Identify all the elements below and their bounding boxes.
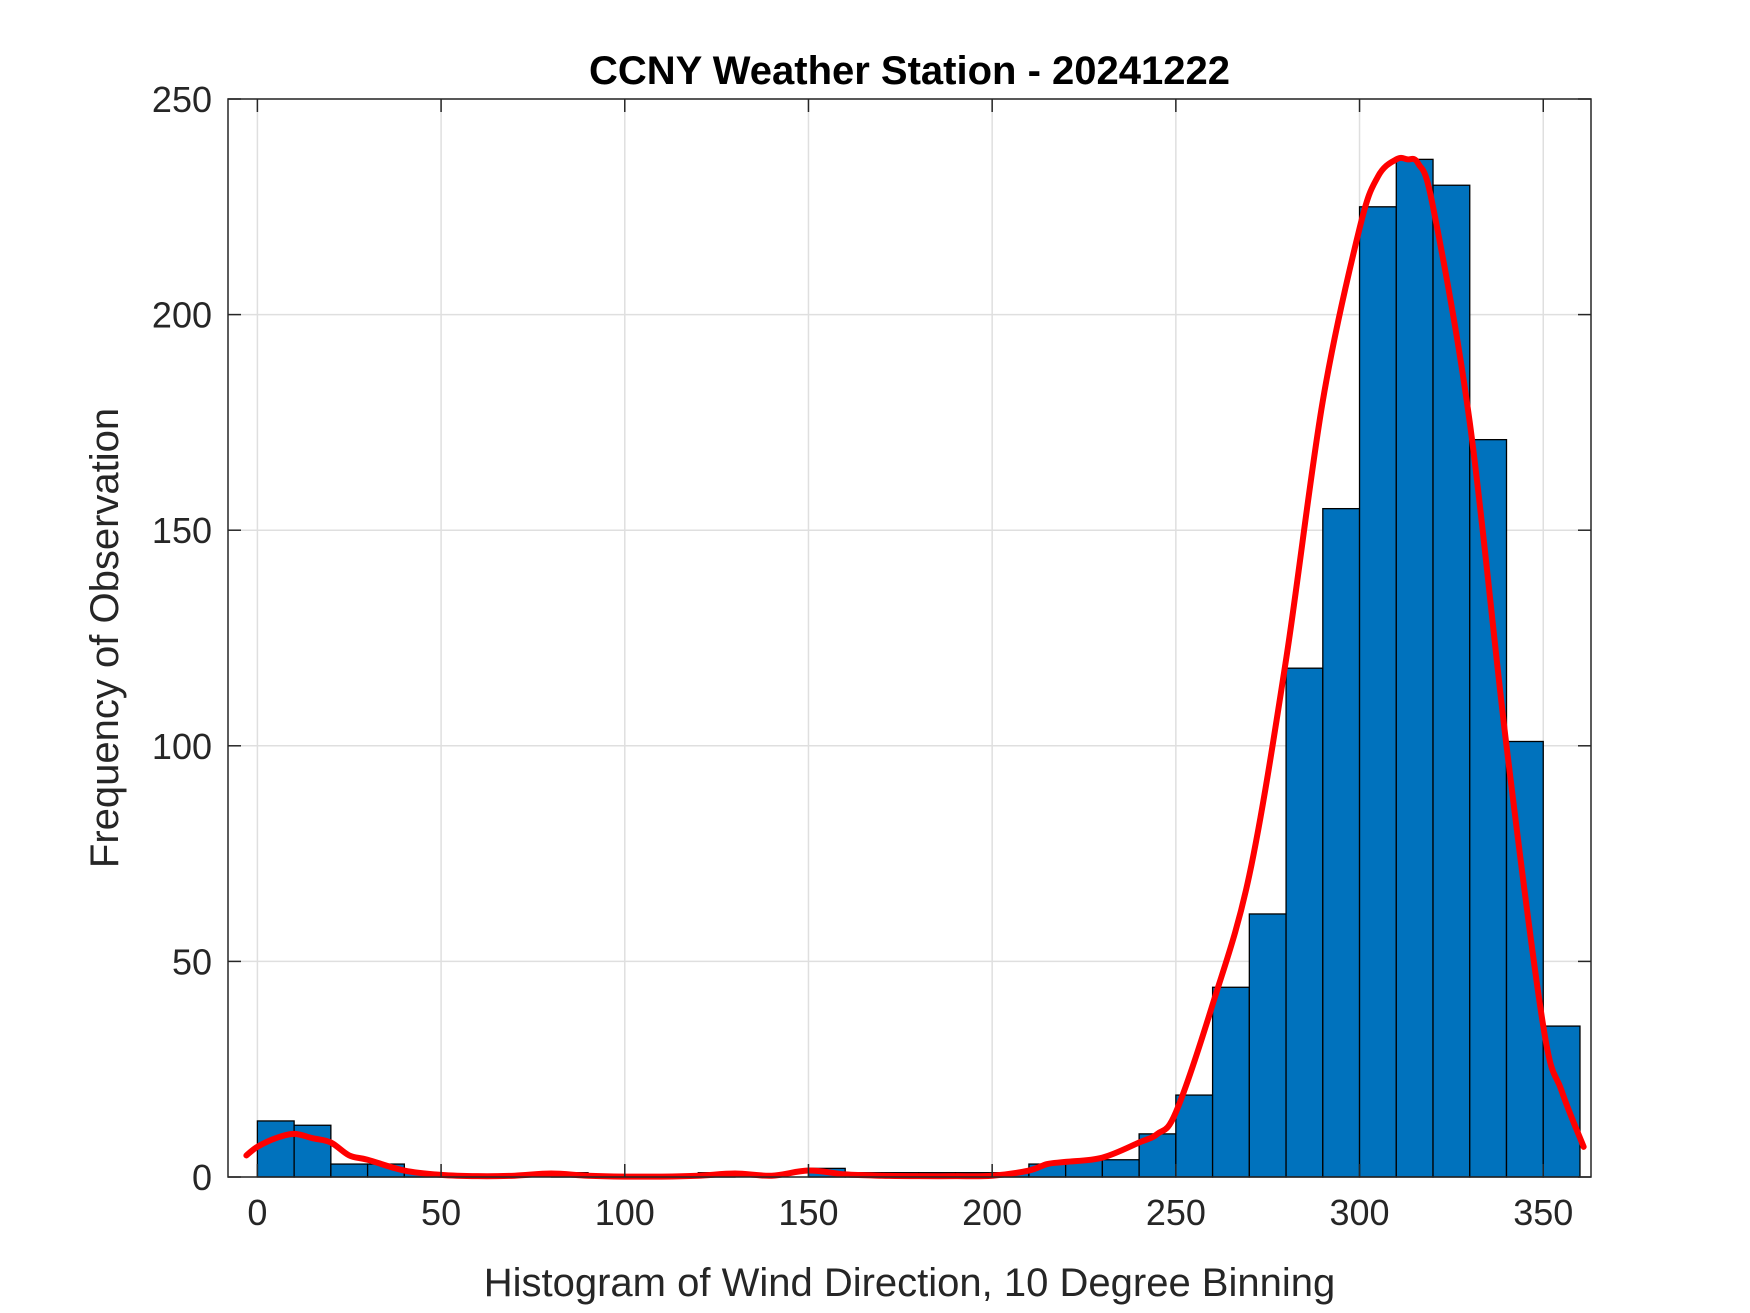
x-tick-label: 50	[421, 1192, 461, 1233]
histogram-bars	[256, 158, 1581, 1178]
histogram-bar	[1322, 507, 1361, 1178]
histogram-bar	[1248, 913, 1287, 1178]
histogram-bar	[330, 1163, 369, 1178]
histogram-bar	[1395, 158, 1434, 1178]
y-tick-label: 150	[152, 510, 212, 551]
x-tick-label: 250	[1146, 1192, 1206, 1233]
histogram-bar	[1175, 1094, 1214, 1178]
x-tick-label: 150	[778, 1192, 838, 1233]
y-tick-label: 0	[192, 1157, 212, 1198]
y-tick-label: 100	[152, 726, 212, 767]
x-axis-label: Histogram of Wind Direction, 10 Degree B…	[484, 1261, 1336, 1305]
chart-title: CCNY Weather Station - 20241222	[589, 49, 1230, 93]
histogram-bar	[1101, 1159, 1140, 1178]
x-tick-label: 300	[1330, 1192, 1390, 1233]
histogram-bar	[1285, 667, 1324, 1178]
x-tick-label: 350	[1513, 1192, 1573, 1233]
histogram-bar	[256, 1120, 295, 1178]
histogram-bar	[1211, 986, 1250, 1178]
histogram-bar	[1358, 206, 1397, 1178]
x-tick-label: 200	[962, 1192, 1022, 1233]
x-tick-label: 0	[247, 1192, 267, 1233]
density-fit-line	[243, 154, 1587, 1180]
histogram-bar	[1432, 184, 1471, 1178]
axis-ticks: 0 50 100 150 200 250 300 350 0 50 100 150 200 250	[152, 79, 1591, 1233]
histogram-bar	[1469, 438, 1508, 1178]
x-tick-label: 100	[595, 1192, 655, 1233]
y-tick-label: 50	[172, 941, 212, 982]
y-axis-label: Frequency of Observation	[83, 408, 127, 868]
plot-frame	[227, 98, 1592, 1178]
y-tick-label: 250	[152, 79, 212, 120]
y-tick-label: 200	[152, 295, 212, 336]
